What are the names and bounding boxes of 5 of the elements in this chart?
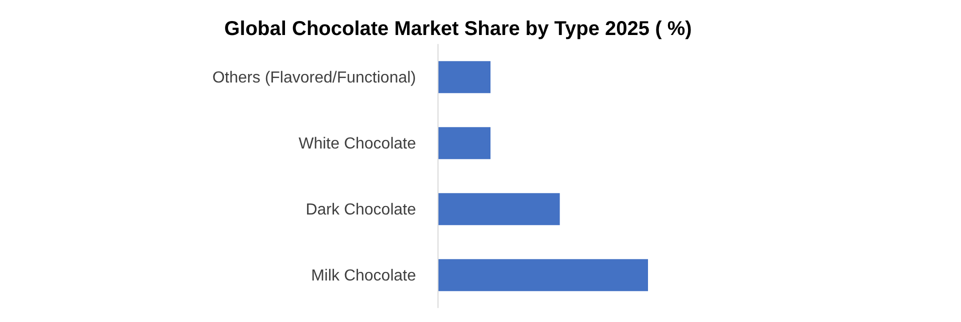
y-tick-label: White Chocolate [298,136,416,153]
y-tick-label: Milk Chocolate [311,268,416,285]
y-tick-label: Dark Chocolate [306,202,416,219]
chart-title: Global Chocolate Market Share by Type 2025 ( %) [223,18,693,41]
y-tick-label: Others (Flavored/Functional) [212,70,416,87]
